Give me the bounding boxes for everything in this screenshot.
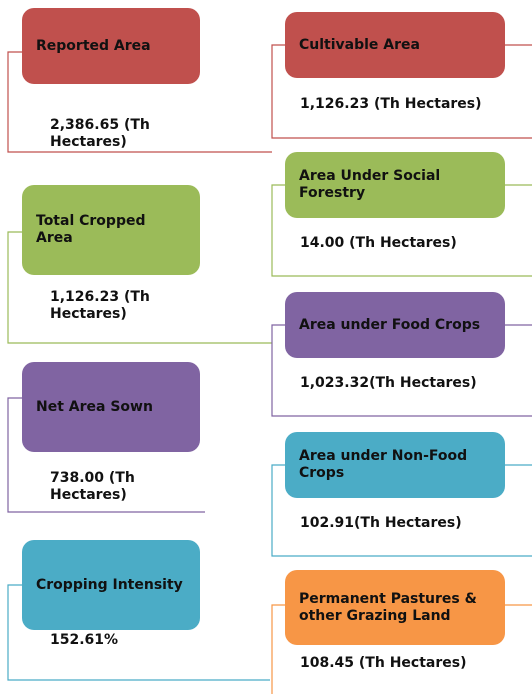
card-title: Area under Non-Food Crops bbox=[285, 432, 505, 498]
card-title: Area Under Social Forestry bbox=[285, 152, 505, 218]
card-title: Area under Food Crops bbox=[285, 292, 505, 358]
card-value: 14.00 (Th Hectares) bbox=[300, 235, 457, 251]
card-title: Cropping Intensity bbox=[22, 540, 200, 630]
frame bbox=[7, 397, 205, 513]
card-title: Cultivable Area bbox=[285, 12, 505, 78]
card-value: 108.45 (Th Hectares) bbox=[300, 655, 467, 671]
frame bbox=[271, 324, 532, 417]
card-value: 1,126.23 (Th Hectares) bbox=[300, 96, 482, 112]
frame bbox=[271, 464, 532, 557]
card-title: Total Cropped Area bbox=[22, 185, 200, 275]
card-value: 738.00 (Th Hectares) bbox=[50, 470, 135, 503]
frame bbox=[7, 51, 272, 153]
card-title: Permanent Pastures & other Grazing Land bbox=[285, 570, 505, 645]
card-value: 1,023.32(Th Hectares) bbox=[300, 375, 477, 391]
card-value: 1,126.23 (Th Hectares) bbox=[50, 289, 150, 322]
frame bbox=[7, 584, 270, 681]
frame bbox=[271, 44, 532, 139]
frame bbox=[7, 231, 272, 344]
card-value: 152.61% bbox=[50, 632, 119, 648]
frame bbox=[271, 184, 532, 277]
card-title: Net Area Sown bbox=[22, 362, 200, 452]
card-title: Reported Area bbox=[22, 8, 200, 84]
card-value: 102.91(Th Hectares) bbox=[300, 515, 462, 531]
frame bbox=[271, 604, 285, 694]
card-value: 2,386.65 (Th Hectares) bbox=[50, 117, 150, 150]
